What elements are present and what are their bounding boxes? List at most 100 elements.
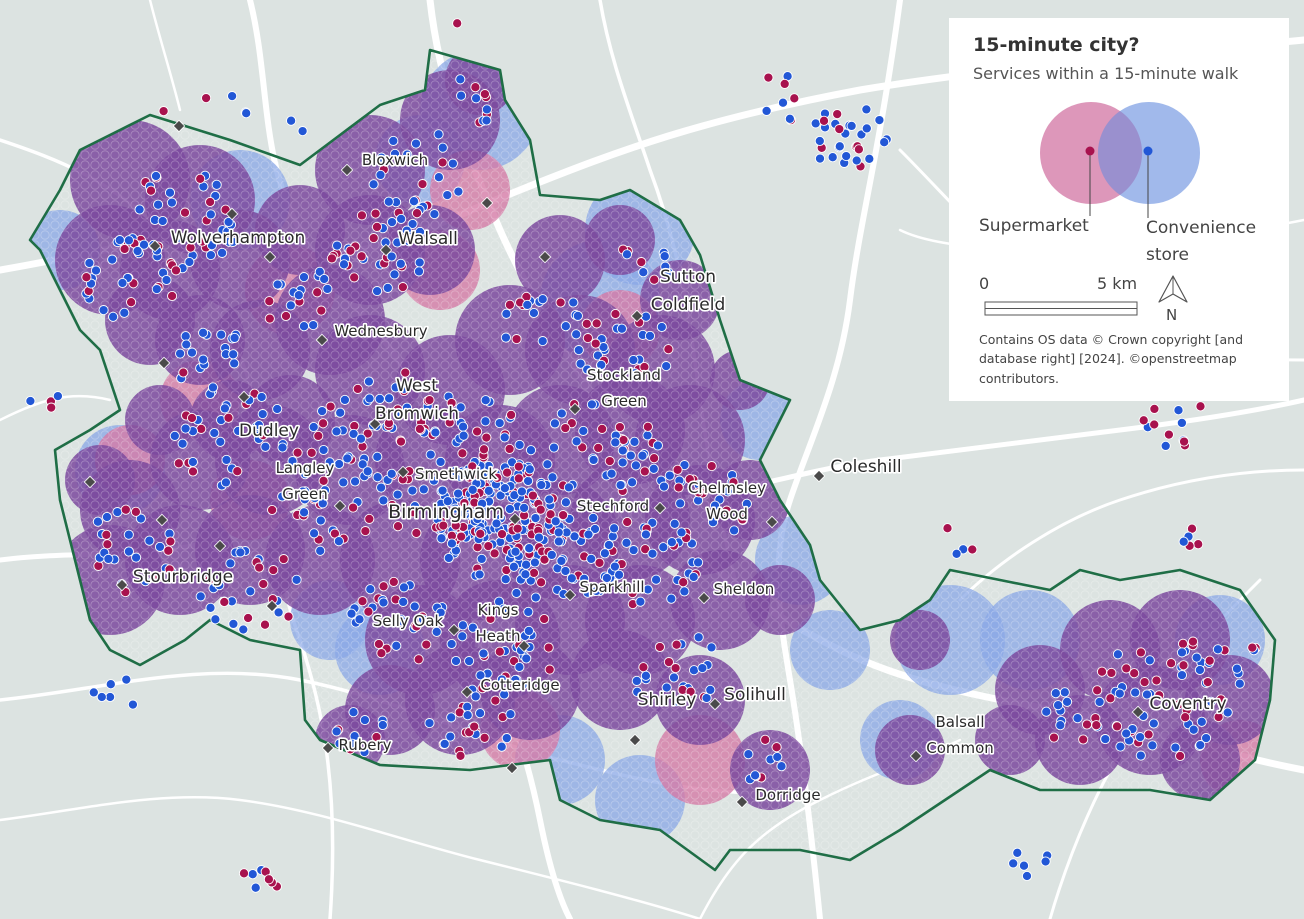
place-label-smethwick: Smethwick: [415, 465, 497, 483]
supermarket-point: [513, 473, 524, 484]
supermarket-point: [771, 742, 782, 753]
convenience-store-point: [583, 529, 594, 540]
town-marker-icon: [517, 639, 531, 653]
place-label-line: Smethwick: [415, 465, 497, 483]
convenience-store-point: [153, 199, 164, 210]
supermarket-point: [316, 305, 327, 316]
place-label-line: Solihull: [724, 685, 786, 705]
attribution-text: Contains OS data © Crown copyright [and …: [979, 332, 1244, 386]
convenience-store-point: [1114, 688, 1125, 699]
convenience-store-point: [1135, 732, 1146, 743]
convenience-store-point: [334, 458, 345, 470]
supermarket-point: [130, 506, 141, 517]
convenience-store-point: [362, 466, 373, 477]
convenience-store-point: [522, 299, 533, 310]
legend-graphics: [984, 102, 1200, 316]
supermarket-point: [421, 639, 432, 650]
convenience-store-point: [617, 445, 628, 456]
place-label-rubery: Rubery: [338, 736, 391, 754]
town-marker-icon: [157, 356, 171, 370]
convenience-store-point: [398, 582, 410, 593]
supermarket-point: [411, 208, 423, 219]
supermarket-point: [622, 516, 633, 528]
convenience-store-point: [586, 399, 597, 410]
convenience-store-point: [629, 368, 640, 379]
convenience-store-point: [563, 482, 574, 493]
supermarket-point: [789, 93, 800, 104]
convenience-store-point: [368, 179, 379, 190]
convenience-store-point: [318, 444, 329, 456]
convenience-store-point: [705, 684, 716, 695]
convenience-store-point: [596, 359, 607, 370]
convenience-store-point: [1059, 687, 1070, 698]
supermarket-point: [363, 606, 374, 617]
convenience-store-point: [92, 516, 103, 527]
convenience-store-point: [457, 631, 468, 642]
convenience-store-point: [308, 320, 319, 331]
supermarket-point: [205, 196, 216, 208]
convenience-store-point: [542, 459, 553, 470]
convenience-store-point: [1021, 870, 1033, 882]
supermarket-point: [243, 612, 254, 624]
town-marker-icon: [628, 733, 642, 747]
place-label-solihull: Solihull: [724, 685, 786, 705]
convenience-store-point: [841, 151, 852, 162]
convenience-store-point: [1191, 652, 1202, 663]
convenience-store-point: [272, 403, 283, 415]
supermarket-point: [438, 520, 449, 531]
convenience-store-point: [676, 527, 687, 538]
convenience-store-point: [616, 323, 627, 334]
convenience-store-point: [308, 421, 319, 433]
supermarket-point: [543, 642, 554, 653]
place-label-chelmsley-wood: Chelmsley Wood: [688, 479, 766, 523]
convenience-store-point: [107, 254, 118, 265]
supermarket-point: [1121, 663, 1132, 674]
convenience-store-point: [184, 256, 195, 268]
convenience-store-point: [519, 502, 530, 513]
convenience-store-point: [164, 187, 176, 198]
convenience-store-point: [666, 537, 677, 548]
convenience-store-point: [1195, 740, 1206, 751]
convenience-store-point: [88, 687, 99, 698]
convenience-store-point: [637, 450, 648, 461]
convenience-store-point: [386, 251, 397, 262]
supermarket-point: [370, 208, 381, 219]
supermarket-point: [179, 207, 191, 218]
convenience-store-point: [628, 545, 639, 556]
convenience-store-point: [350, 476, 361, 487]
convenience-store-point: [582, 364, 593, 375]
convenience-store-point: [861, 123, 872, 134]
convenience-store-point: [331, 426, 342, 437]
convenience-store-point: [446, 638, 457, 650]
convenience-store-point: [257, 409, 268, 420]
convenience-store-point: [495, 490, 506, 501]
convenience-store-point: [228, 349, 239, 360]
supermarket-point: [102, 539, 113, 550]
convenience-store-point: [456, 90, 467, 101]
convenience-store-point: [414, 257, 425, 268]
convenience-store-point: [187, 456, 198, 468]
supermarket-point: [457, 448, 468, 459]
convenience-store-point: [474, 569, 485, 580]
convenience-store-point: [477, 498, 488, 509]
convenience-store-point: [355, 433, 367, 444]
supermarket-point: [1193, 539, 1204, 550]
convenience-store-point: [529, 557, 540, 568]
convenience-store-point: [52, 391, 63, 402]
supermarket-point: [232, 466, 243, 477]
convenience-store-point: [437, 485, 448, 496]
convenience-store-point: [508, 561, 519, 572]
convenience-store-point: [528, 307, 539, 319]
supermarket-point: [378, 581, 389, 592]
convenience-store-point: [442, 190, 453, 201]
supermarket-point: [639, 361, 650, 373]
convenience-store-point: [396, 213, 407, 224]
legend-panel: 15-minute city? Services within a 15-min…: [949, 18, 1289, 401]
supermarket-point: [178, 367, 189, 378]
place-label-balsall-common: Balsall Common: [926, 713, 994, 757]
convenience-store-point: [776, 761, 787, 772]
convenience-store-point: [481, 115, 492, 126]
town-marker-icon: [460, 685, 474, 699]
convenience-store-point: [114, 235, 125, 246]
supermarket-point: [186, 412, 198, 424]
